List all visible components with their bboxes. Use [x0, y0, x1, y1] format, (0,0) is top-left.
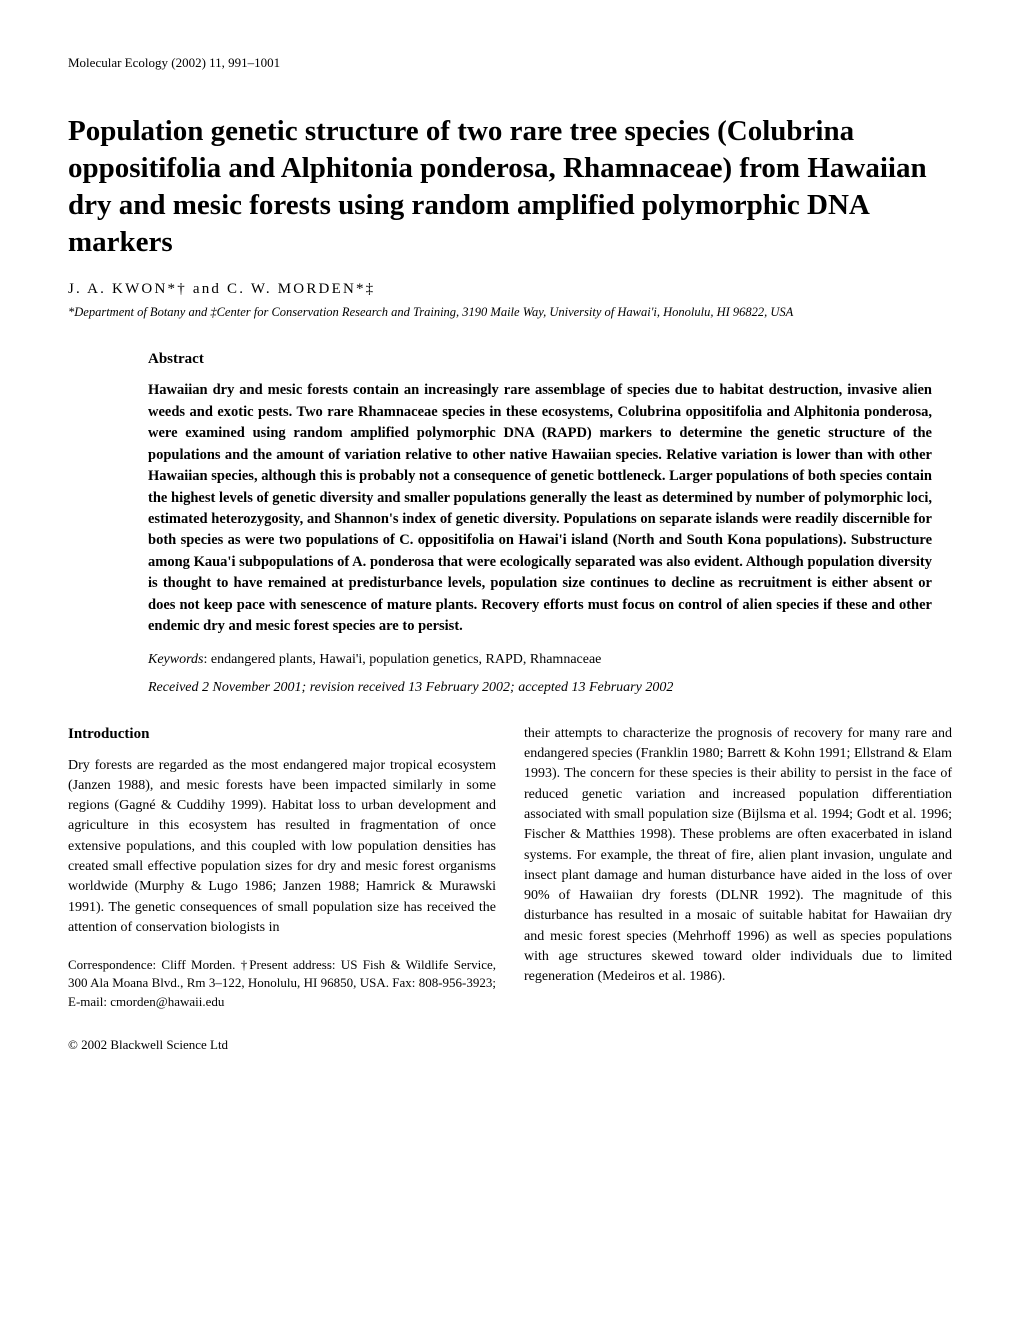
received-line: Received 2 November 2001; revision recei… — [148, 680, 932, 696]
keywords-line: Keywords: endangered plants, Hawai'i, po… — [148, 652, 932, 668]
column-right: their attempts to characterize the progn… — [524, 724, 952, 1011]
column-left: Introduction Dry forests are regarded as… — [68, 724, 496, 1011]
article-title: Population genetic structure of two rare… — [68, 113, 952, 261]
body-columns: Introduction Dry forests are regarded as… — [68, 724, 952, 1011]
introduction-heading: Introduction — [68, 724, 496, 746]
copyright-footer: © 2002 Blackwell Science Ltd — [68, 1037, 952, 1053]
abstract-text: Hawaiian dry and mesic forests contain a… — [148, 380, 932, 637]
introduction-col2-text: their attempts to characterize the progn… — [524, 724, 952, 988]
correspondence-block: Correspondence: Cliff Morden. †Present a… — [68, 956, 496, 1011]
abstract-heading: Abstract — [148, 351, 932, 368]
introduction-col1-text: Dry forests are regarded as the most end… — [68, 756, 496, 939]
affiliation-line: *Department of Botany and ‡Center for Co… — [68, 304, 952, 321]
author-line: J. A. KWON*† and C. W. MORDEN*‡ — [68, 281, 952, 298]
keywords-label: Keywords — [148, 652, 203, 667]
journal-header: Molecular Ecology (2002) 11, 991–1001 — [68, 55, 952, 71]
keywords-values: : endangered plants, Hawai'i, population… — [203, 652, 601, 667]
abstract-block: Abstract Hawaiian dry and mesic forests … — [148, 351, 932, 695]
